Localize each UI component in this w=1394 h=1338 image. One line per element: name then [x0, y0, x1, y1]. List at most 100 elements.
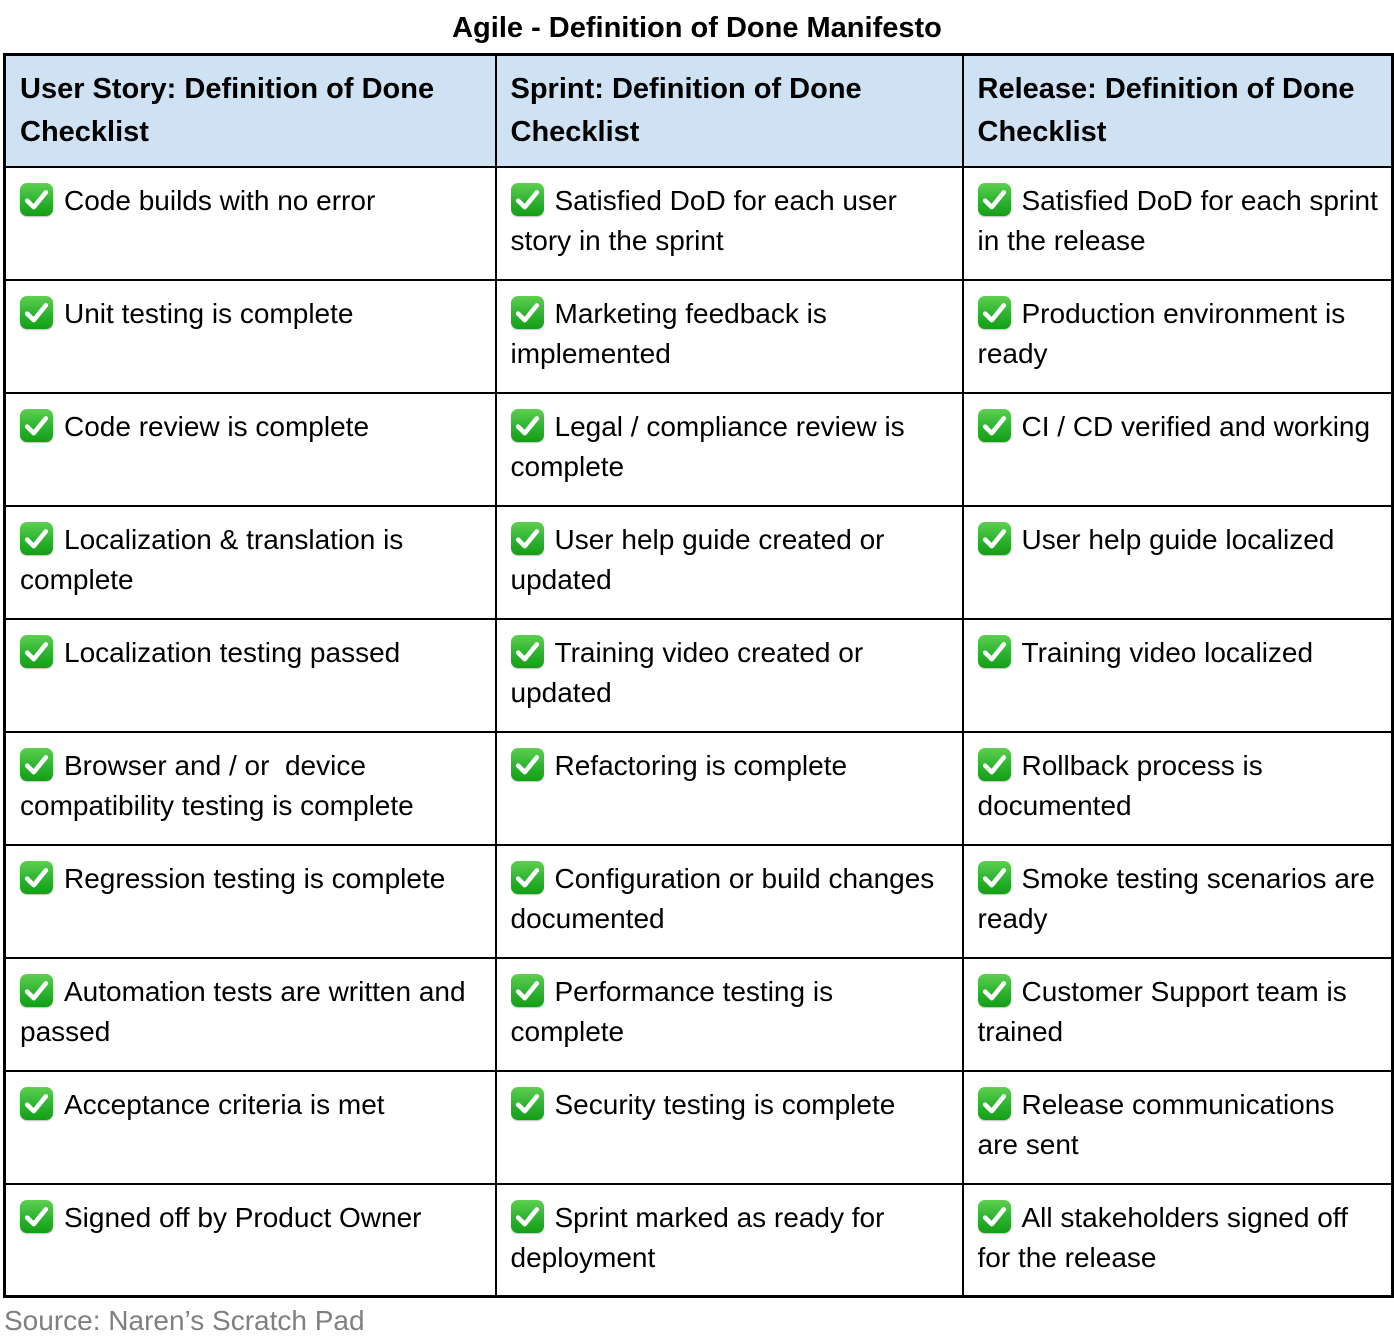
checklist-cell: Unit testing is complete	[3, 278, 497, 394]
checklist-cell: Regression testing is complete	[3, 843, 497, 959]
checklist-item-text: Performance testing is complete	[510, 975, 841, 1047]
check-icon	[510, 521, 544, 555]
check-icon	[510, 973, 544, 1007]
table-row: Regression testing is complete Configurat…	[3, 843, 1394, 959]
check-icon	[20, 747, 53, 781]
checklist-cell: Automation tests are written and passed	[3, 956, 497, 1072]
checklist-cell: Refactoring is complete	[494, 730, 964, 846]
checklist-cell: Security testing is complete	[494, 1069, 964, 1185]
checklist-cell: Customer Support team is trained	[961, 956, 1394, 1072]
check-icon	[977, 1199, 1011, 1233]
checklist-item-text: Acceptance criteria is met	[64, 1088, 385, 1120]
check-icon	[977, 634, 1011, 668]
check-icon	[977, 973, 1011, 1007]
check-icon	[977, 860, 1011, 894]
column-header-sprint: Sprint: Definition of Done Checklist	[494, 53, 964, 168]
checklist-cell: Satisfied DoD for each user story in the…	[494, 165, 964, 281]
checklist-cell: CI / CD verified and working	[961, 391, 1394, 507]
checklist-item-text: CI / CD verified and working	[1021, 410, 1371, 442]
checklist-item-text: Regression testing is complete	[64, 862, 446, 894]
checklist-item-text: Code builds with no error	[64, 184, 376, 216]
check-icon	[510, 1199, 544, 1233]
checklist-cell: User help guide localized	[961, 504, 1394, 620]
column-header-release: Release: Definition of Done Checklist	[961, 53, 1394, 168]
checklist-cell: Browser and / or device compatibility te…	[3, 730, 497, 846]
checklist-item-text: Satisfied DoD for each user story in the…	[510, 184, 905, 256]
check-icon	[20, 521, 53, 555]
checklist-item-text: Automation tests are written and passed	[20, 975, 474, 1047]
checklist-item-text: Rollback process is documented	[977, 749, 1271, 821]
checklist-item-text: Training video localized	[1021, 636, 1314, 668]
table-row: Browser and / or device compatibility te…	[3, 730, 1394, 846]
checklist-cell: Code builds with no error	[3, 165, 497, 281]
checklist-cell: Configuration or build changes documente…	[494, 843, 964, 959]
checklist-item-text: Browser and / or device compatibility te…	[20, 749, 414, 821]
checklist-cell: Satisfied DoD for each sprint in the rel…	[961, 165, 1394, 281]
check-icon	[20, 634, 53, 668]
check-icon	[510, 634, 544, 668]
checklist-item-text: Code review is complete	[64, 410, 370, 442]
checklist-cell: Code review is complete	[3, 391, 497, 507]
checklist-item-text: All stakeholders signed off for the rele…	[977, 1201, 1356, 1273]
check-icon	[510, 747, 544, 781]
check-icon	[977, 521, 1011, 555]
table-row: Acceptance criteria is met Security testi…	[3, 1069, 1394, 1185]
table-body: Code builds with no error Satisfied DoD f…	[3, 165, 1394, 1298]
checklist-item-text: Localization & translation is complete	[20, 523, 412, 595]
checklist-cell: Production environment is ready	[961, 278, 1394, 394]
check-icon	[510, 295, 544, 329]
checklist-item-text: Sprint marked as ready for deployment	[510, 1201, 893, 1273]
check-icon	[20, 182, 53, 216]
check-icon	[510, 860, 544, 894]
checklist-item-text: Satisfied DoD for each sprint in the rel…	[977, 184, 1386, 256]
dod-table: User Story: Definition of Done Checklist…	[3, 53, 1394, 1298]
checklist-item-text: Refactoring is complete	[554, 749, 848, 781]
header-row: User Story: Definition of Done Checklist…	[3, 53, 1394, 168]
checklist-item-text: User help guide localized	[1021, 523, 1335, 555]
checklist-cell: Training video localized	[961, 617, 1394, 733]
checklist-item-text: Release communications are sent	[977, 1088, 1343, 1160]
checklist-cell: Localization & translation is complete	[3, 504, 497, 620]
checklist-item-text: User help guide created or updated	[510, 523, 893, 595]
check-icon	[977, 747, 1011, 781]
checklist-cell: Sprint marked as ready for deployment	[494, 1182, 964, 1298]
checklist-item-text: Training video created or updated	[510, 636, 871, 708]
checklist-item-text: Security testing is complete	[554, 1088, 896, 1120]
checklist-item-text: Legal / compliance review is complete	[510, 410, 913, 482]
checklist-item-text: Signed off by Product Owner	[64, 1201, 422, 1233]
check-icon	[20, 1086, 53, 1120]
table-row: Unit testing is complete Marketing feedba…	[3, 278, 1394, 394]
checklist-item-text: Unit testing is complete	[64, 297, 354, 329]
checklist-item-text: Customer Support team is trained	[977, 975, 1355, 1047]
checklist-cell: Legal / compliance review is complete	[494, 391, 964, 507]
table-row: Localization & translation is complete Us…	[3, 504, 1394, 620]
page-title: Agile - Definition of Done Manifesto	[452, 12, 942, 44]
check-icon	[977, 408, 1011, 442]
check-icon	[20, 973, 53, 1007]
checklist-item-text: Marketing feedback is implemented	[510, 297, 835, 369]
checklist-cell: Marketing feedback is implemented	[494, 278, 964, 394]
table-row: Code review is complete Legal / complianc…	[3, 391, 1394, 507]
table-row: Signed off by Product Owner Sprint marked…	[3, 1182, 1394, 1298]
table-row: Automation tests are written and passed P…	[3, 956, 1394, 1072]
checklist-cell: Acceptance criteria is met	[3, 1069, 497, 1185]
check-icon	[977, 295, 1011, 329]
check-icon	[510, 408, 544, 442]
table-row: Localization testing passed Training vide…	[3, 617, 1394, 733]
checklist-cell: Signed off by Product Owner	[3, 1182, 497, 1298]
checklist-cell: Training video created or updated	[494, 617, 964, 733]
checklist-cell: All stakeholders signed off for the rele…	[961, 1182, 1394, 1298]
check-icon	[510, 1086, 544, 1120]
check-icon	[510, 182, 544, 216]
table-row: Code builds with no error Satisfied DoD f…	[3, 165, 1394, 281]
checklist-cell: Rollback process is documented	[961, 730, 1394, 846]
checklist-item-text: Smoke testing scenarios are ready	[977, 862, 1383, 934]
source-caption: Source: Naren’s Scratch Pad	[4, 1305, 365, 1336]
check-icon	[20, 860, 53, 894]
check-icon	[20, 295, 53, 329]
checklist-item-text: Configuration or build changes documente…	[510, 862, 943, 934]
checklist-cell: Smoke testing scenarios are ready	[961, 843, 1394, 959]
checklist-cell: Release communications are sent	[961, 1069, 1394, 1185]
checklist-item-text: Localization testing passed	[64, 636, 401, 668]
